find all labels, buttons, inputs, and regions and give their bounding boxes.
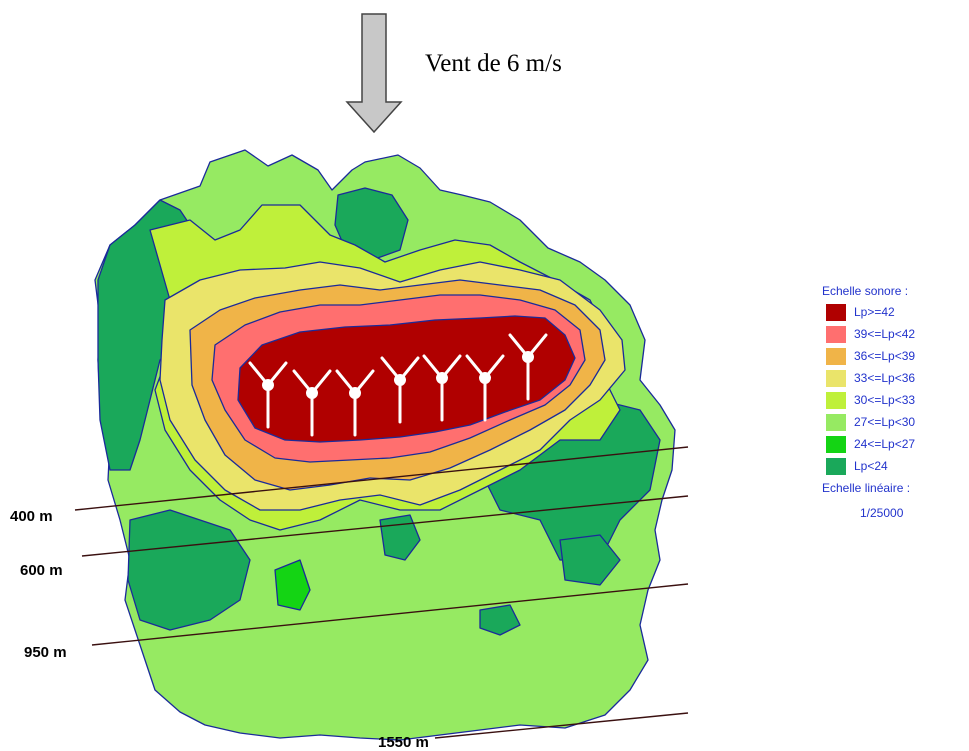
- legend-swatch: [826, 303, 846, 321]
- legend-items: Lp>=42 39<=Lp<42 36<=Lp<39 33<=Lp<36 30<=Lp<…: [822, 301, 962, 477]
- legend-item-label: 27<=Lp<30: [854, 415, 916, 429]
- noise-contour-layers: [94, 149, 676, 741]
- wind-label: Vent de 6 m/s: [425, 50, 562, 77]
- legend-swatch: [826, 347, 846, 365]
- distance-label-400: 400 m: [10, 508, 53, 525]
- distance-line-400: [74, 446, 689, 511]
- legend-item: 33<=Lp<36: [826, 367, 962, 389]
- legend-item: 30<=Lp<33: [826, 389, 962, 411]
- legend-item: 39<=Lp<42: [826, 323, 962, 345]
- contour-lt24-southwest: [127, 509, 251, 631]
- legend-title: Echelle sonore :: [822, 284, 909, 298]
- distance-label-950: 950 m: [24, 644, 67, 661]
- legend-item-label: 30<=Lp<33: [854, 393, 916, 407]
- legend-item: 36<=Lp<39: [826, 345, 962, 367]
- contour-lt24-southeast-patch: [559, 534, 621, 586]
- contour-24-27-patch: [274, 559, 311, 611]
- legend-item: 24<=Lp<27: [826, 433, 962, 455]
- wind-arrow-icon: [345, 13, 403, 134]
- legend-swatch: [826, 369, 846, 387]
- contour-lt24-south-patch: [379, 514, 421, 561]
- distance-line-950: [91, 583, 689, 646]
- contour-lt24-north: [334, 187, 409, 261]
- legend-item: 27<=Lp<30: [826, 411, 962, 433]
- wind-turbine-icon: [465, 354, 505, 422]
- legend-item: Lp>=42: [826, 301, 962, 323]
- distance-label-1550: 1550 m: [378, 734, 429, 751]
- legend-item-label: 24<=Lp<27: [854, 437, 916, 451]
- wind-turbine-icon: [335, 369, 375, 437]
- legend-swatch: [826, 457, 846, 475]
- wind-turbine-icon: [508, 333, 548, 401]
- wind-turbine-icon: [380, 356, 420, 424]
- wind-turbine-icon: [422, 354, 462, 422]
- wind-turbines: [248, 333, 548, 437]
- legend-item-label: 39<=Lp<42: [854, 327, 916, 341]
- legend-swatch: [826, 391, 846, 409]
- distance-line-1550: [434, 712, 689, 739]
- legend-item-label: Lp<24: [854, 459, 888, 473]
- wind-turbine-icon: [248, 361, 288, 429]
- legend-item-label: 33<=Lp<36: [854, 371, 916, 385]
- legend-swatch: [826, 413, 846, 431]
- legend: Echelle sonore : Lp>=42 39<=Lp<42 36<=Lp<3…: [822, 281, 962, 520]
- legend-item: Lp<24: [826, 455, 962, 477]
- legend-scale-value: 1/25000: [860, 506, 904, 520]
- legend-item-label: Lp>=42: [854, 305, 895, 319]
- legend-swatch: [826, 435, 846, 453]
- distance-lines: [74, 446, 689, 739]
- contour-ge-42: [237, 315, 576, 443]
- contour-lt24-small: [479, 604, 521, 636]
- legend-scale-title: Echelle linéaire :: [822, 481, 911, 495]
- legend-item-label: 36<=Lp<39: [854, 349, 916, 363]
- legend-swatch: [826, 325, 846, 343]
- wind-turbine-icon: [292, 369, 332, 437]
- distance-label-600: 600 m: [20, 562, 63, 579]
- distance-line-600: [81, 495, 689, 557]
